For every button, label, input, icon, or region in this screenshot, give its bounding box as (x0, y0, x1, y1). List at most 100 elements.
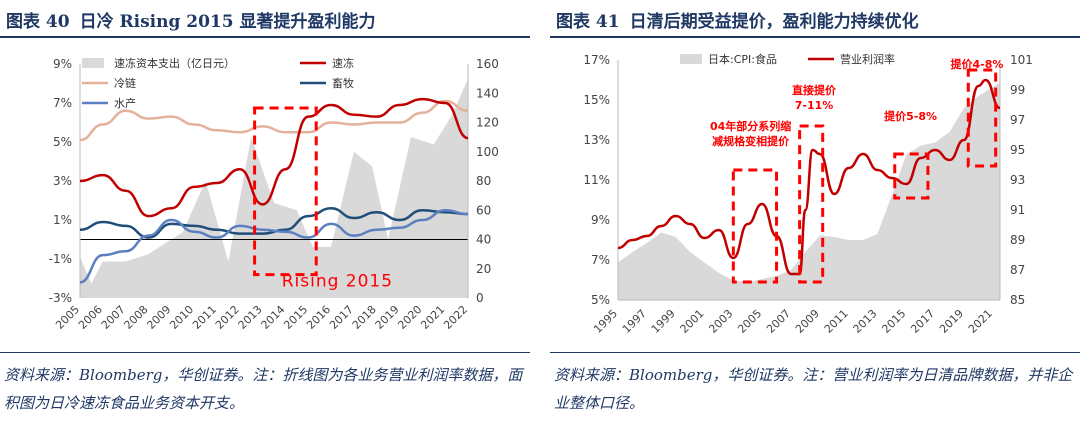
frozen-line (79, 97, 469, 218)
annotation-price-hike-4-8: 提价4-8% (950, 57, 1003, 71)
x-tick-label: 2007 (764, 307, 793, 336)
right-tick-label: 87 (1010, 263, 1025, 277)
price-hike-highlight (893, 152, 930, 200)
legend-frozen-label: 速冻 (332, 56, 354, 70)
annotation-rising-2015: Rising 2015 (282, 271, 393, 291)
annotation-2004-shrinkflation: 04年部分系列缩减规格变相提价 (710, 119, 791, 148)
legend-livestock-label: 畜牧 (332, 76, 354, 90)
right-tick-label: 60 (476, 203, 491, 217)
legend-seafood-label: 水产 (114, 96, 136, 110)
x-tick-label: 2013 (236, 303, 265, 332)
right-tick-label: 85 (1010, 293, 1025, 307)
right-tick-label: 80 (476, 174, 491, 188)
rising-2015-highlight (253, 106, 318, 277)
x-tick-label: 2011 (822, 307, 851, 336)
x-tick-label: 2019 (373, 303, 402, 332)
x-tick-label: 2021 (966, 307, 995, 336)
left-tick-label: 17% (583, 53, 610, 67)
x-tick-label: 2007 (99, 303, 128, 332)
right-tick-label: 95 (1010, 143, 1025, 157)
figure-title: 图表 41 日清后期受益提价，盈利能力持续优化 (556, 7, 929, 32)
left-tick-label: 9% (591, 213, 610, 227)
source-note-bar: 资料来源：Bloomberg，华创证券。注：营业利润率为日清品牌数据，并非企业整… (550, 352, 1080, 412)
right-tick-label: 120 (476, 116, 499, 130)
x-tick-label: 2015 (879, 307, 908, 336)
legend-capex-label: 速冻资本支出（亿日元） (114, 56, 235, 70)
x-tick-label: 2015 (281, 303, 310, 332)
left-tick-label: 5% (591, 293, 610, 307)
right-tick-label: 100 (476, 145, 499, 159)
right-tick-label: 91 (1010, 203, 1025, 217)
price-hike-highlight (731, 168, 779, 284)
figure-caption: 日冷 Rising 2015 显著提升盈利能力 (79, 12, 376, 32)
x-tick-label: 1995 (591, 307, 620, 336)
x-tick-label: 2019 (937, 307, 966, 336)
left-tick-label: 13% (583, 133, 610, 147)
price-hike-highlight (966, 68, 998, 168)
x-tick-label: 2001 (678, 307, 707, 336)
right-tick-label: 99 (1010, 83, 1025, 97)
legend-cpi-food-swatch (680, 54, 702, 64)
x-tick-label: 2011 (190, 303, 219, 332)
source-note: 资料来源：Bloomberg，华创证券。注：折线图为各业务营业利润率数据，面积图… (4, 366, 523, 412)
figure-title-bar: 图表 41 日清后期受益提价，盈利能力持续优化 (550, 0, 1080, 38)
chart-nichirei-margins: -3% -1% 1% 3% 5% 7% 9% 0 20 40 60 80 100 120 140 160 200… (49, 56, 499, 332)
right-tick-label: 89 (1010, 233, 1025, 247)
x-tick-label: 2009 (144, 303, 173, 332)
operating-margin-line (617, 78, 1001, 276)
right-tick-label: 160 (476, 57, 499, 71)
left-tick-label: 15% (583, 93, 610, 107)
right-tick-label: 140 (476, 86, 499, 100)
figure-number: 图表 41 (556, 12, 620, 32)
x-tick-label: 2017 (908, 307, 937, 336)
right-tick-label: 101 (1010, 53, 1033, 67)
figure-41: 图表 41 日清后期受益提价，盈利能力持续优化 5% 7% 9% 11% 13% 15% 17… (550, 0, 1080, 423)
x-tick-label: 2022 (441, 303, 470, 332)
x-tick-label: 1997 (620, 307, 649, 336)
x-tick-label: 2021 (418, 303, 447, 332)
x-tick-label: 1999 (649, 307, 678, 336)
x-tick-label: 2012 (213, 303, 242, 332)
x-tick-label: 2016 (304, 303, 333, 332)
x-tick-label: 2006 (76, 303, 105, 332)
right-tick-label: 40 (476, 233, 491, 247)
annotation-direct-price-hike: 直接提价 7-11% (792, 83, 837, 112)
right-tick-label: 20 (476, 262, 491, 276)
legend-cpi-food-label: 日本:CPI:食品 (708, 52, 777, 66)
x-tick-label: 2014 (259, 303, 288, 332)
left-tick-label: -1% (49, 252, 72, 266)
left-tick-label: 7% (591, 253, 610, 267)
right-tick-label: 0 (476, 291, 484, 305)
x-tick-label: 2013 (851, 307, 880, 336)
x-tick-label: 2008 (122, 303, 151, 332)
x-tick-label: 2020 (395, 303, 424, 332)
cold-chain-line (79, 99, 469, 142)
seafood-line (79, 208, 469, 284)
x-tick-label: 2018 (350, 303, 379, 332)
source-note-bar: 资料来源：Bloomberg，华创证券。注：折线图为各业务营业利润率数据，面积图… (0, 352, 530, 412)
legend-cold-chain-label: 冷链 (114, 76, 136, 90)
left-tick-label: 3% (53, 174, 72, 188)
left-tick-label: -3% (49, 291, 72, 305)
x-tick-label: 2017 (327, 303, 356, 332)
legend-capex-swatch (82, 58, 104, 68)
annotation-price-hike-5-8: 提价5-8% (884, 109, 937, 123)
source-note: 资料来源：Bloomberg，华创证券。注：营业利润率为日清品牌数据，并非企业整… (554, 366, 1073, 412)
x-tick-label: 2010 (167, 303, 196, 332)
x-tick-label: 2005 (735, 307, 764, 336)
right-tick-label: 97 (1010, 113, 1025, 127)
legend-margin-label: 营业利润率 (840, 52, 895, 66)
x-tick-label: 2009 (793, 307, 822, 336)
x-tick-label: 2003 (706, 307, 735, 336)
left-tick-label: 9% (53, 57, 72, 71)
left-tick-label: 11% (583, 173, 610, 187)
cpi-food-area (618, 82, 1000, 300)
figure-40: 图表 40 日冷 Rising 2015 显著提升盈利能力 -3% -1% 1% 3% 5… (0, 0, 530, 423)
figure-title-bar: 图表 40 日冷 Rising 2015 显著提升盈利能力 (0, 0, 530, 38)
figure-number: 图表 40 (6, 12, 70, 32)
figure-title: 图表 40 日冷 Rising 2015 显著提升盈利能力 (6, 7, 386, 32)
left-tick-label: 7% (53, 96, 72, 110)
right-tick-label: 93 (1010, 173, 1025, 187)
figure-caption: 日清后期受益提价，盈利能力持续优化 (629, 12, 919, 32)
left-tick-label: 1% (53, 213, 72, 227)
